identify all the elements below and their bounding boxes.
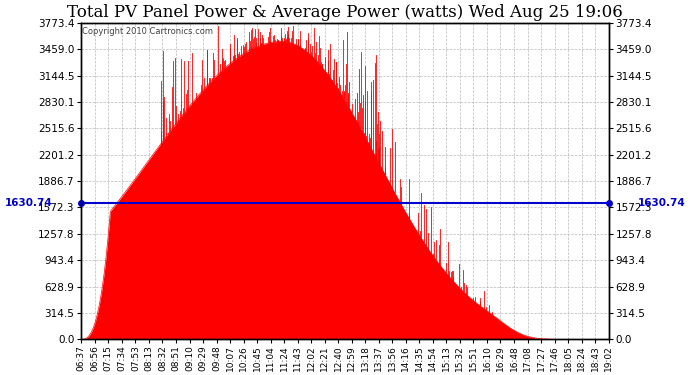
Text: 1630.74: 1630.74 — [638, 198, 685, 207]
Text: Copyright 2010 Cartronics.com: Copyright 2010 Cartronics.com — [82, 27, 213, 36]
Title: Total PV Panel Power & Average Power (watts) Wed Aug 25 19:06: Total PV Panel Power & Average Power (wa… — [67, 4, 623, 21]
Text: 1630.74: 1630.74 — [5, 198, 52, 207]
